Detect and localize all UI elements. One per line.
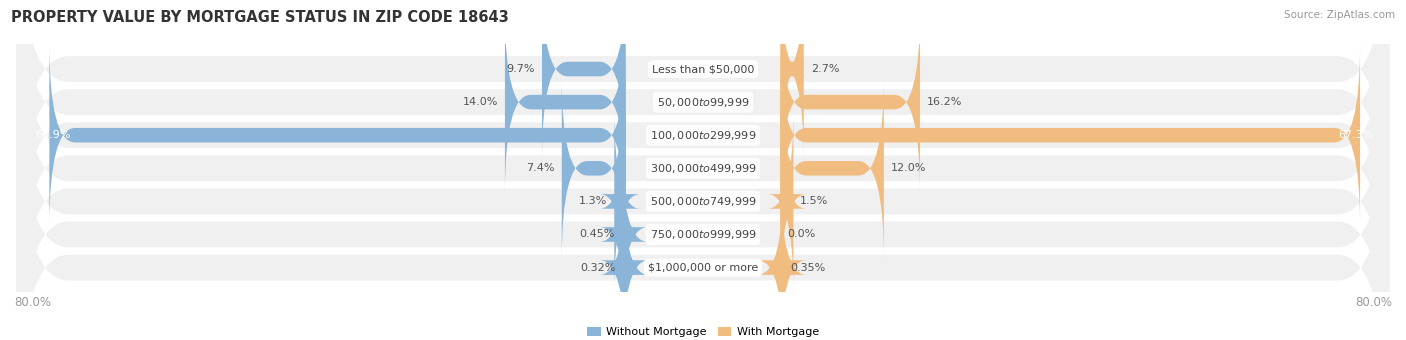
Text: 2.7%: 2.7%: [811, 64, 839, 74]
Text: 0.35%: 0.35%: [790, 262, 825, 273]
Text: $1,000,000 or more: $1,000,000 or more: [648, 262, 758, 273]
Text: PROPERTY VALUE BY MORTGAGE STATUS IN ZIP CODE 18643: PROPERTY VALUE BY MORTGAGE STATUS IN ZIP…: [11, 10, 509, 25]
FancyBboxPatch shape: [599, 109, 640, 293]
Text: 12.0%: 12.0%: [891, 163, 927, 173]
Text: Less than $50,000: Less than $50,000: [652, 64, 754, 74]
Text: 67.3%: 67.3%: [1339, 130, 1374, 140]
FancyBboxPatch shape: [17, 0, 1389, 255]
FancyBboxPatch shape: [17, 49, 1389, 340]
Text: 1.5%: 1.5%: [800, 197, 828, 206]
Text: $100,000 to $299,999: $100,000 to $299,999: [650, 129, 756, 142]
FancyBboxPatch shape: [49, 43, 626, 227]
FancyBboxPatch shape: [17, 0, 1389, 321]
FancyBboxPatch shape: [599, 142, 647, 326]
Text: 1.3%: 1.3%: [579, 197, 607, 206]
Text: Source: ZipAtlas.com: Source: ZipAtlas.com: [1284, 10, 1395, 20]
Text: 0.45%: 0.45%: [579, 230, 614, 239]
Text: 7.4%: 7.4%: [526, 163, 555, 173]
FancyBboxPatch shape: [17, 0, 1389, 340]
Legend: Without Mortgage, With Mortgage: Without Mortgage, With Mortgage: [582, 322, 824, 340]
Text: 0.0%: 0.0%: [787, 230, 815, 239]
FancyBboxPatch shape: [778, 0, 807, 161]
FancyBboxPatch shape: [541, 0, 626, 161]
FancyBboxPatch shape: [562, 76, 626, 260]
Text: $50,000 to $99,999: $50,000 to $99,999: [657, 96, 749, 108]
FancyBboxPatch shape: [599, 175, 648, 340]
Text: $750,000 to $999,999: $750,000 to $999,999: [650, 228, 756, 241]
Text: 16.2%: 16.2%: [927, 97, 962, 107]
FancyBboxPatch shape: [768, 109, 807, 293]
FancyBboxPatch shape: [17, 0, 1389, 288]
FancyBboxPatch shape: [17, 16, 1389, 340]
Text: $500,000 to $749,999: $500,000 to $749,999: [650, 195, 756, 208]
Text: 14.0%: 14.0%: [463, 97, 498, 107]
Text: 80.0%: 80.0%: [1355, 296, 1392, 309]
FancyBboxPatch shape: [780, 76, 884, 260]
Text: 9.7%: 9.7%: [506, 64, 536, 74]
FancyBboxPatch shape: [505, 10, 626, 194]
FancyBboxPatch shape: [758, 175, 807, 340]
FancyBboxPatch shape: [780, 10, 920, 194]
Text: $300,000 to $499,999: $300,000 to $499,999: [650, 162, 756, 175]
Text: 0.32%: 0.32%: [581, 262, 616, 273]
FancyBboxPatch shape: [17, 82, 1389, 340]
FancyBboxPatch shape: [780, 43, 1360, 227]
Text: 80.0%: 80.0%: [14, 296, 51, 309]
Text: 66.9%: 66.9%: [35, 130, 70, 140]
